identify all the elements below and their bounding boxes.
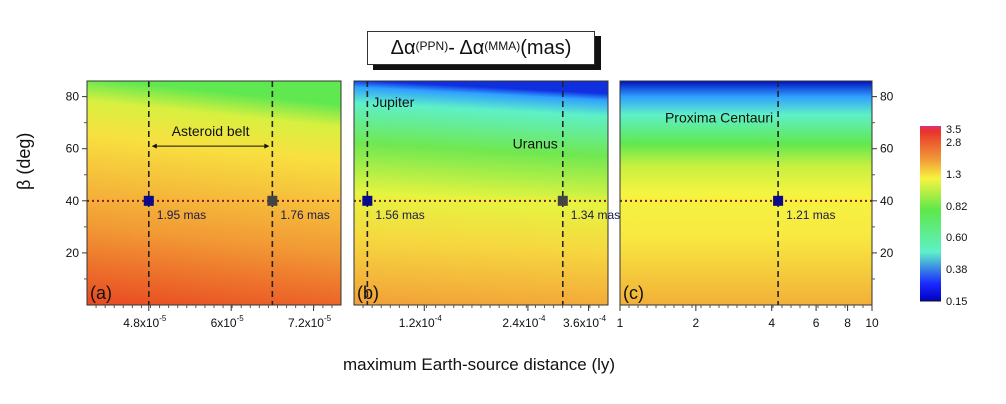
x-tick-label: 7.2x10-5 [288, 314, 332, 330]
x-tick-label: 8 [844, 316, 851, 330]
title-sup-ppn: (PPN) [415, 39, 449, 53]
annotation-label: Proxima Centauri [665, 110, 773, 126]
x-tick-base: 10 [865, 316, 879, 330]
x-tick-base: 8 [844, 316, 851, 330]
x-tick-base: 2 [693, 316, 700, 330]
marker-value-label: 1.56 mas [375, 208, 424, 222]
colorbar-tick-label: 3.5 [946, 124, 961, 136]
x-tick-label: 4.8x10-5 [123, 314, 167, 330]
x-tick-base: 4.8x10 [123, 316, 159, 330]
chart-title: Δα (PPN) - Δα (MMA) (mas) [367, 31, 595, 65]
colorbar-tick-label: 1.3 [946, 169, 961, 181]
title-delta: Δα [390, 36, 416, 59]
title-unit: (mas) [520, 36, 572, 59]
data-marker [267, 195, 278, 206]
colorbar-tick-label: 0.38 [946, 264, 967, 276]
colorbar-tick-label: 0.82 [946, 201, 967, 213]
marker-value-label: 1.21 mas [786, 208, 835, 222]
y-tick-label-left: 40 [66, 194, 80, 208]
x-tick-label: 6x10-5 [211, 314, 245, 330]
x-tick-base: 1 [617, 316, 624, 330]
x-tick-base: 7.2x10 [288, 316, 324, 330]
x-tick-base: 4 [768, 316, 775, 330]
x-tick-label: 1 [617, 316, 624, 330]
title-mid: - Δα [448, 36, 485, 59]
data-marker [143, 195, 154, 206]
x-tick-label: 2.4x10-4 [502, 314, 546, 330]
annotation-label: Asteroid belt [172, 123, 250, 139]
x-tick-base: 1.2x10 [399, 316, 435, 330]
x-tick-base: 6 [813, 316, 820, 330]
x-tick-exponent: -4 [538, 314, 546, 323]
x-tick-base: 2.4x10 [502, 316, 538, 330]
annotation-label: Jupiter [372, 94, 414, 110]
x-tick-label: 2 [693, 316, 700, 330]
marker-value-label: 1.76 mas [280, 208, 329, 222]
x-axis-label: maximum Earth-source distance (ly) [343, 355, 616, 374]
x-tick-exponent: -5 [159, 314, 167, 323]
heatmap-panel-1 [354, 81, 608, 305]
colorbar [920, 126, 941, 301]
y-tick-label-left: 60 [66, 142, 80, 156]
x-tick-label: 1.2x10-4 [399, 314, 443, 330]
panel-label: (c) [623, 283, 644, 303]
data-marker [773, 195, 784, 206]
y-tick-label-right: 60 [880, 142, 894, 156]
x-tick-base: 3.6x10 [563, 316, 599, 330]
marker-value-label: 1.95 mas [157, 208, 206, 222]
y-axis-label: β (deg) [14, 132, 34, 190]
data-marker [557, 195, 568, 206]
x-tick-label: 3.6x10-4 [563, 314, 607, 330]
x-tick-label: 6 [813, 316, 820, 330]
y-tick-label-left: 20 [66, 246, 80, 260]
panel-label: (a) [90, 283, 112, 303]
x-tick-base: 6x10 [211, 316, 237, 330]
panel-label: (b) [357, 283, 379, 303]
x-tick-label: 10 [865, 316, 879, 330]
x-tick-label: 4 [768, 316, 775, 330]
heatmap-panel-2 [620, 81, 872, 305]
y-tick-label-right: 40 [880, 194, 894, 208]
y-tick-label-right: 20 [880, 246, 894, 260]
marker-value-label: 1.34 mas [571, 208, 620, 222]
x-tick-exponent: -4 [599, 314, 607, 323]
colorbar-tick-label: 2.8 [946, 137, 961, 149]
arrow-head-left [151, 143, 157, 149]
heatmap-panel-0 [87, 81, 341, 305]
data-marker [362, 195, 373, 206]
x-tick-exponent: -4 [435, 314, 443, 323]
arrow-head-right [264, 143, 270, 149]
y-tick-label-right: 80 [880, 90, 894, 104]
colorbar-tick-label: 0.15 [946, 296, 967, 308]
colorbar-tick-label: 0.60 [946, 232, 967, 244]
y-tick-label-left: 80 [66, 90, 80, 104]
annotation-label: Uranus [513, 136, 558, 152]
x-tick-exponent: -5 [237, 314, 245, 323]
x-tick-exponent: -5 [324, 314, 332, 323]
title-sup-mma: (MMA) [484, 39, 521, 53]
